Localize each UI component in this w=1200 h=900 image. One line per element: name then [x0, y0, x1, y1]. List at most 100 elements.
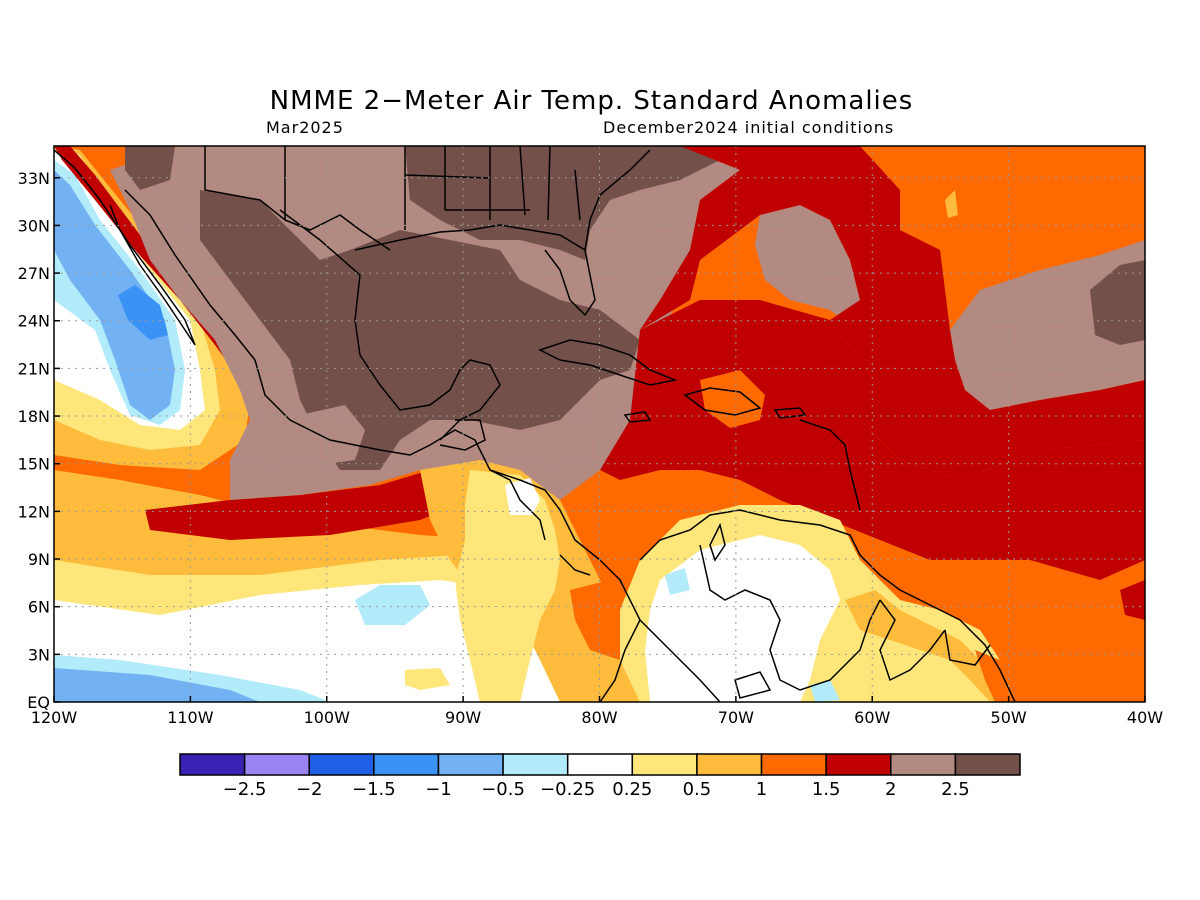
field-atlantic-north: [860, 146, 1145, 260]
colorbar-swatch: [373, 753, 440, 776]
field-guianas-moderate: [845, 590, 1000, 702]
colorbar-label: −0.25: [540, 779, 595, 800]
colorbar-swatch: [954, 753, 1021, 776]
lat-tick-label: 12N: [18, 502, 50, 521]
guatemala-belize-border: [439, 419, 486, 451]
baja-coast: [54, 149, 196, 346]
field-baja-cold-core: [118, 285, 168, 340]
colorbar-swatch: [243, 753, 310, 776]
field-atlantic-warm: [640, 146, 1145, 480]
colorbar-label: −1.5: [352, 779, 396, 800]
map-gridlines: [54, 146, 1145, 702]
brazil-border-loop: [734, 671, 772, 699]
colorbar-label: −0.5: [481, 779, 525, 800]
lon-tick-label: 100W: [304, 708, 351, 727]
field-pacific-cold-south: [54, 668, 260, 702]
chart-title: NMME 2−Meter Air Temp. Standard Anomalie…: [269, 86, 914, 116]
colorbar-label: −2.5: [223, 779, 267, 800]
colorbar-label: 1.5: [812, 779, 841, 800]
lat-tick-label: 30N: [18, 216, 50, 235]
field-atlantic-pocket-west: [755, 205, 860, 325]
colorbar: −2.5 −2 −1.5 −1 −0.5 −0.25 0.25 0.5 1 1.5 2 2.5: [179, 753, 1021, 800]
us-state-borders: [404, 146, 581, 230]
lon-tick-label: 110W: [167, 708, 214, 727]
field-south-america-neutral: [645, 535, 840, 702]
lon-tick-label: 70W: [718, 708, 754, 727]
us-mexico-border-west: [204, 146, 286, 222]
field-sw-us-extreme: [125, 146, 175, 190]
field-hispaniola-moderate: [700, 370, 765, 428]
jamaica: [623, 411, 652, 423]
lon-tick-label: 50W: [991, 708, 1027, 727]
colorbar-swatch: [890, 753, 957, 776]
colorbar-label: −1: [425, 779, 452, 800]
gulf-coast-west: [279, 209, 501, 441]
costa-rica-panama-border: [559, 554, 591, 576]
anomaly-field: [54, 146, 1145, 702]
colorbar-swatch: [566, 753, 634, 776]
lon-tick-label: 60W: [854, 708, 890, 727]
field-baja-coast-warm: [54, 146, 245, 380]
lesser-antilles: [799, 419, 861, 511]
colorbar-label: 0.25: [612, 779, 652, 800]
colorbar-swatch: [179, 753, 246, 776]
field-pacific-warm-band: [145, 470, 470, 540]
lat-tick-label: 27N: [18, 264, 50, 283]
field-mexico-pocket: [300, 405, 365, 465]
colorbar-swatch: [502, 753, 569, 776]
gulf-coast-north: [354, 224, 596, 317]
lon-tick-label: 120W: [31, 708, 78, 727]
initial-conditions: December2024 initial conditions: [603, 118, 895, 137]
lon-tick-label: 40W: [1127, 708, 1163, 727]
lon-tick-label: 80W: [581, 708, 617, 727]
colorbar-label: 1: [756, 779, 767, 800]
lat-tick-label: 15N: [18, 455, 50, 474]
longitude-axis: 120W 110W 100W 90W 80W 70W 60W 50W 40W: [31, 696, 1163, 727]
colorbar-label: 2: [885, 779, 896, 800]
lat-tick-label: 18N: [18, 407, 50, 426]
puerto-rico: [773, 407, 807, 419]
field-gulf-extreme: [200, 190, 640, 470]
us-mexico-border-east: [284, 214, 391, 251]
colorbar-label: −2: [296, 779, 323, 800]
colorbar-swatch: [760, 753, 827, 776]
field-central-america-weak: [455, 470, 560, 702]
field-south-america-cool-patch: [665, 568, 690, 595]
field-atlantic-spot: [945, 190, 958, 218]
valid-month: Mar2025: [266, 118, 344, 137]
field-baja-cold: [54, 170, 175, 420]
suriname-border: [944, 629, 991, 666]
lat-tick-label: 3N: [28, 645, 50, 664]
cuba: [538, 339, 678, 386]
colorbar-swatch: [308, 753, 375, 776]
lat-tick-label: 6N: [28, 598, 50, 617]
colorbar-swatch: [825, 753, 892, 776]
colorbar-swatch: [696, 753, 763, 776]
field-se-us-extreme: [405, 146, 740, 260]
hispaniola: [683, 387, 762, 416]
field-atlantic-strong-east: [950, 240, 1145, 410]
field-south-america-cool-spot: [810, 680, 840, 702]
latitude-axis: 33N 30N 27N 24N 21N 18N 15N 12N 9N 6N 3N EQ: [18, 169, 60, 712]
field-galapagos-weak: [405, 668, 450, 690]
coastlines: [54, 146, 1016, 702]
lat-tick-label: 33N: [18, 169, 50, 188]
south-america-north-coast: [639, 509, 1016, 702]
pacific-coast-mexico-central-america: [124, 189, 641, 702]
lat-tick-label: EQ: [27, 693, 50, 712]
colombia-border: [639, 619, 721, 702]
field-pacific-cool-patch: [355, 585, 430, 625]
lat-tick-label: 9N: [28, 550, 50, 569]
lon-tick-label: 90W: [445, 708, 481, 727]
venezuela-border: [699, 544, 881, 691]
field-atlantic-warm-patch: [1120, 580, 1145, 620]
honduras-nicaragua-border: [489, 469, 546, 541]
lat-tick-label: 24N: [18, 312, 50, 331]
lat-tick-label: 21N: [18, 359, 50, 378]
guyana-border: [879, 599, 946, 682]
field-atlantic-extreme-east: [1090, 260, 1145, 345]
colorbar-swatch: [631, 753, 698, 776]
lake-maracaibo: [709, 522, 726, 562]
colorbar-label: 2.5: [941, 779, 970, 800]
